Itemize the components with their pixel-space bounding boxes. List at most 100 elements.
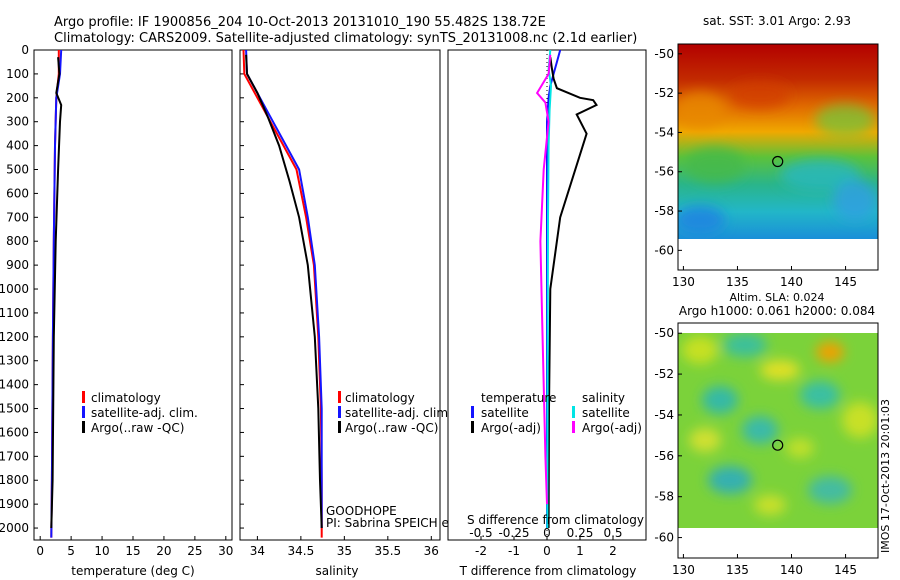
temperature-axes-box <box>33 49 233 541</box>
depth-tick-label: 1200 <box>0 330 29 344</box>
legend-swatch-climatology <box>82 391 85 403</box>
legend-label-satellite: satellite-adj. clim. <box>345 406 452 420</box>
s-difference-tick-label: 0.5 <box>603 526 622 540</box>
sla-field-texture <box>682 333 878 515</box>
depth-tick-label: 200 <box>6 91 29 105</box>
s-difference-tick-label: 0 <box>543 526 551 540</box>
temperature-tick-label: 25 <box>187 544 202 558</box>
temperature-xlabel: temperature (deg C) <box>71 564 194 578</box>
temperature-legend: climatology satellite-adj. clim. Argo(..… <box>82 391 198 435</box>
depth-tick-label: 1500 <box>0 402 29 416</box>
difference-legend-salinity: salinity satellite Argo(-adj) <box>572 391 642 435</box>
legend-label-s-argo: Argo(-adj) <box>582 421 642 435</box>
latitude-tick-label: -52 <box>654 367 674 381</box>
salinity-tick-label: 35.5 <box>374 544 401 558</box>
sla-map-panel: Altim. SLA: 0.024 Argo h1000: 0.061 h200… <box>654 291 879 577</box>
depth-tick-label: 900 <box>6 258 29 272</box>
sla-map-border <box>677 322 879 559</box>
sla-map-field <box>678 333 878 528</box>
latitude-tick-label: -60 <box>654 243 674 257</box>
difference-legend-temperature: temperature satellite Argo(-adj) <box>471 391 556 435</box>
longitude-tick-label: 130 <box>672 275 695 289</box>
salinity-tick-label: 34.5 <box>288 544 315 558</box>
sst-map-border <box>677 43 879 271</box>
temperature-tick-label: 15 <box>125 544 140 558</box>
depth-tick-label: 100 <box>6 67 29 81</box>
depth-tick-label: 1700 <box>0 449 29 463</box>
s-difference-tick-label: -0.5 <box>469 526 492 540</box>
salinity-tick-label: 36 <box>424 544 439 558</box>
legend-swatch-satellite <box>82 406 85 418</box>
temperature-tick-label: 30 <box>218 544 233 558</box>
legend-swatch-t-satellite <box>471 406 474 418</box>
salinity-tick-label: 35 <box>337 544 352 558</box>
legend-label-climatology: climatology <box>91 391 161 405</box>
legend-swatch-argo <box>82 421 85 433</box>
legend-label-argo: Argo(..raw -QC) <box>91 421 184 435</box>
t-difference-tick-label: -1 <box>508 544 520 558</box>
t-difference-tick-label: -2 <box>475 544 487 558</box>
legend-label-t-argo: Argo(-adj) <box>481 421 541 435</box>
depth-tick-label: 400 <box>6 139 29 153</box>
depth-tick-label: 1000 <box>0 282 29 296</box>
legend-swatch-t-argo <box>471 421 474 433</box>
sst-field-texture <box>678 81 877 234</box>
sla-map-title: Altim. SLA: 0.024 <box>729 291 824 304</box>
temperature-tick-label: 5 <box>67 544 75 558</box>
legend-swatch-climatology <box>338 391 341 403</box>
legend-label-climatology: climatology <box>345 391 415 405</box>
t-difference-xlabel: T difference from climatology <box>459 564 637 578</box>
profile-line-temperature-argo-adj- <box>547 57 598 529</box>
longitude-tick-label: 145 <box>834 563 857 577</box>
legend-label-t-satellite: satellite <box>481 406 529 420</box>
salinity-profiles <box>242 49 323 538</box>
depth-tick-label: 1300 <box>0 354 29 368</box>
depth-tick-label: 700 <box>6 210 29 224</box>
longitude-tick-label: 135 <box>726 563 749 577</box>
sla-map-subtitle: Argo h1000: 0.061 h2000: 0.084 <box>679 304 875 318</box>
salinity-xlabel: salinity <box>315 564 358 578</box>
legend-swatch-s-satellite <box>572 406 575 418</box>
difference-panel: -2 -1 0 1 2 -0.5 -0.25 0 0.25 0.5 T difference f… <box>447 49 647 578</box>
depth-tick-labels: 0 100 200 300 400 500 600 700 800 900 1000 1100 1200… <box>0 43 38 535</box>
depth-tick-label: 1600 <box>0 425 29 439</box>
sla-map-ticks: 130 135 140 145 -50 -52 -54 -56 -58 -60 <box>654 326 857 577</box>
legend-title-temperature: temperature <box>481 391 556 405</box>
figure-title-line1: Argo profile: IF 1900856_204 10-Oct-2013… <box>54 15 546 30</box>
temperature-tick-label: 20 <box>156 544 171 558</box>
temperature-profiles <box>50 49 63 538</box>
temperature-tick-label: 0 <box>36 544 44 558</box>
depth-tick-label: 800 <box>6 234 29 248</box>
sst-map-title: sat. SST: 3.01 Argo: 2.93 <box>703 14 851 28</box>
depth-tick-label: 300 <box>6 115 29 129</box>
project-label: GOODHOPE <box>326 504 397 518</box>
argo-position-marker <box>772 439 784 451</box>
longitude-tick-label: 140 <box>780 275 803 289</box>
imos-timestamp-label: IMOS 17-Oct-2013 20:01:03 <box>879 399 892 553</box>
depth-tick-label: 2000 <box>0 521 29 535</box>
sst-map-field <box>678 44 878 239</box>
sst-map-ticks: 130 135 140 145 -50 -52 -54 -56 -58 -60 <box>654 47 857 289</box>
argo-position-marker <box>772 155 784 168</box>
t-difference-tick-labels: -2 -1 0 1 2 <box>475 536 617 558</box>
longitude-tick-label: 145 <box>834 275 857 289</box>
legend-swatch-satellite <box>338 406 341 418</box>
longitude-tick-label: 130 <box>672 563 695 577</box>
figure-title-line2: Climatology: CARS2009. Satellite-adjuste… <box>54 31 637 46</box>
t-difference-tick-label: 2 <box>609 544 617 558</box>
legend-swatch-s-argo <box>572 421 575 433</box>
salinity-tick-labels: 34 34.5 35 35.5 36 <box>240 49 439 558</box>
latitude-tick-label: -58 <box>654 490 674 504</box>
depth-tick-label: 1800 <box>0 473 29 487</box>
s-difference-tick-label: 0.25 <box>567 526 594 540</box>
depth-tick-label: 0 <box>21 43 29 57</box>
depth-tick-label: 600 <box>6 186 29 200</box>
legend-label-satellite: satellite-adj. clim. <box>91 406 198 420</box>
latitude-tick-label: -50 <box>654 47 674 61</box>
latitude-tick-label: -56 <box>654 449 674 463</box>
latitude-tick-label: -60 <box>654 531 674 545</box>
temperature-tick-labels: 0 5 10 15 20 25 30 <box>36 536 233 558</box>
latitude-tick-label: -54 <box>654 408 674 422</box>
